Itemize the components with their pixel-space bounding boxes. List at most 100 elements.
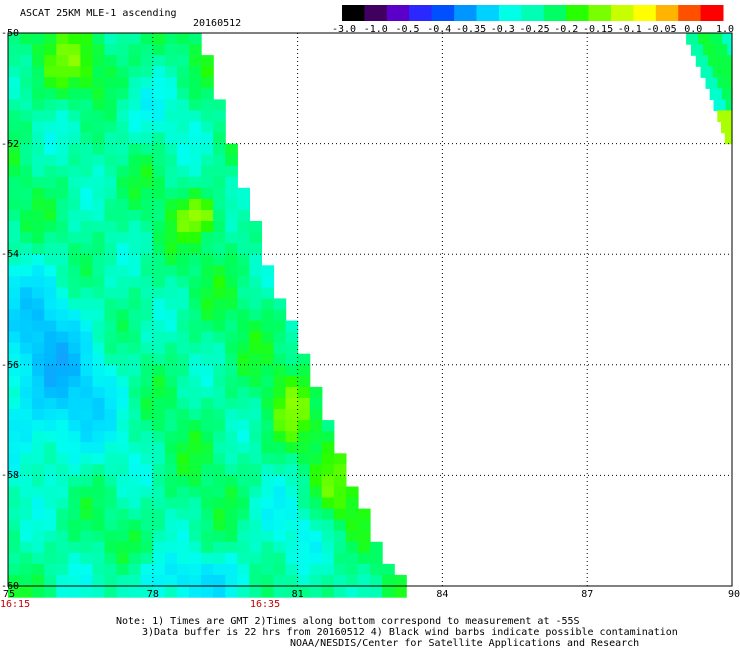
wind-cell xyxy=(128,353,142,366)
wind-cell xyxy=(128,55,142,67)
wind-cell xyxy=(8,453,21,465)
wind-cell xyxy=(104,77,118,89)
wind-cell xyxy=(164,508,178,521)
wind-cell xyxy=(20,176,33,189)
wind-cell xyxy=(285,431,299,443)
wind-cell xyxy=(189,287,202,300)
wind-cell xyxy=(261,331,275,344)
wind-cell xyxy=(104,165,118,178)
lat-tick-label: -60 xyxy=(1,581,20,592)
wind-cell xyxy=(68,563,81,576)
wind-cell xyxy=(249,552,262,565)
wind-cell xyxy=(20,110,33,123)
wind-cell xyxy=(68,33,81,45)
wind-cell xyxy=(176,353,190,366)
wind-cell xyxy=(92,55,106,67)
wind-cell xyxy=(261,574,275,587)
wind-cell xyxy=(164,298,178,311)
wind-cell xyxy=(140,497,154,510)
wind-cell xyxy=(152,176,166,189)
wind-cell xyxy=(249,298,262,311)
wind-cell xyxy=(104,519,118,532)
wind-cell xyxy=(140,574,154,587)
wind-cell xyxy=(189,99,202,112)
wind-cell xyxy=(225,221,238,233)
wind-cell xyxy=(80,530,94,543)
wind-cell xyxy=(249,309,262,322)
wind-cell xyxy=(128,265,142,277)
wind-cell xyxy=(201,110,214,123)
wind-cell xyxy=(80,88,94,100)
wind-cell xyxy=(80,121,94,134)
wind-cell xyxy=(152,519,166,532)
wind-cell xyxy=(140,586,154,598)
wind-cell xyxy=(20,398,33,410)
wind-cell xyxy=(128,519,142,532)
wind-cell xyxy=(92,221,106,233)
wind-cell xyxy=(333,453,347,465)
wind-cell xyxy=(116,486,130,499)
wind-cell xyxy=(20,453,33,465)
wind-cell xyxy=(116,386,130,399)
wind-cell xyxy=(273,541,287,554)
wind-cell xyxy=(20,353,33,366)
wind-cell xyxy=(56,464,69,476)
wind-cell xyxy=(104,508,118,521)
wind-cell xyxy=(44,541,57,554)
wind-cell xyxy=(44,66,57,78)
wind-cell xyxy=(261,409,275,421)
wind-cell xyxy=(225,198,238,211)
wind-cell xyxy=(32,265,45,277)
wind-cell xyxy=(104,442,118,454)
wind-cell xyxy=(164,420,178,432)
wind-cell xyxy=(32,574,45,587)
wind-cell xyxy=(213,386,226,399)
wind-cell xyxy=(261,519,275,532)
wind-cell xyxy=(140,431,154,443)
wind-cell xyxy=(56,243,69,255)
wind-cell xyxy=(249,386,262,399)
wind-cell xyxy=(44,298,57,311)
wind-cell xyxy=(20,420,33,432)
wind-cell xyxy=(44,486,57,499)
wind-cell xyxy=(225,453,238,465)
wind-cell xyxy=(189,409,202,421)
wind-cell xyxy=(20,187,33,200)
wind-cell xyxy=(92,210,106,222)
wind-cell xyxy=(152,486,166,499)
wind-cell xyxy=(213,342,226,355)
wind-cell xyxy=(32,398,45,410)
wind-cell xyxy=(20,519,33,532)
wind-cell xyxy=(249,453,262,465)
wind-cell xyxy=(707,55,721,67)
wind-cell xyxy=(152,165,166,178)
wind-cell xyxy=(237,276,250,288)
wind-cell xyxy=(152,265,166,277)
wind-cell xyxy=(176,143,190,156)
wind-cell xyxy=(213,508,226,521)
wind-cell xyxy=(20,265,33,277)
wind-cell xyxy=(32,375,45,388)
wind-cell xyxy=(213,132,226,145)
wind-cell xyxy=(201,221,214,233)
wind-cell xyxy=(225,276,238,288)
wind-cell xyxy=(44,210,57,222)
wind-cell xyxy=(164,176,178,189)
wind-cell xyxy=(80,574,94,587)
wind-cell xyxy=(20,77,33,89)
wind-cell xyxy=(32,176,45,189)
wind-cell xyxy=(116,44,130,56)
wind-cell xyxy=(237,287,250,300)
wind-cell xyxy=(128,243,142,255)
wind-cell xyxy=(20,364,33,377)
wind-cell xyxy=(128,375,142,388)
wind-cell xyxy=(333,508,347,521)
wind-cell xyxy=(729,77,733,89)
wind-cell xyxy=(237,221,250,233)
wind-cell xyxy=(152,320,166,333)
wind-cell xyxy=(116,298,130,311)
wind-cell xyxy=(717,77,731,89)
wind-cell xyxy=(189,497,202,510)
wind-cell xyxy=(128,552,142,565)
wind-cell xyxy=(128,464,142,476)
